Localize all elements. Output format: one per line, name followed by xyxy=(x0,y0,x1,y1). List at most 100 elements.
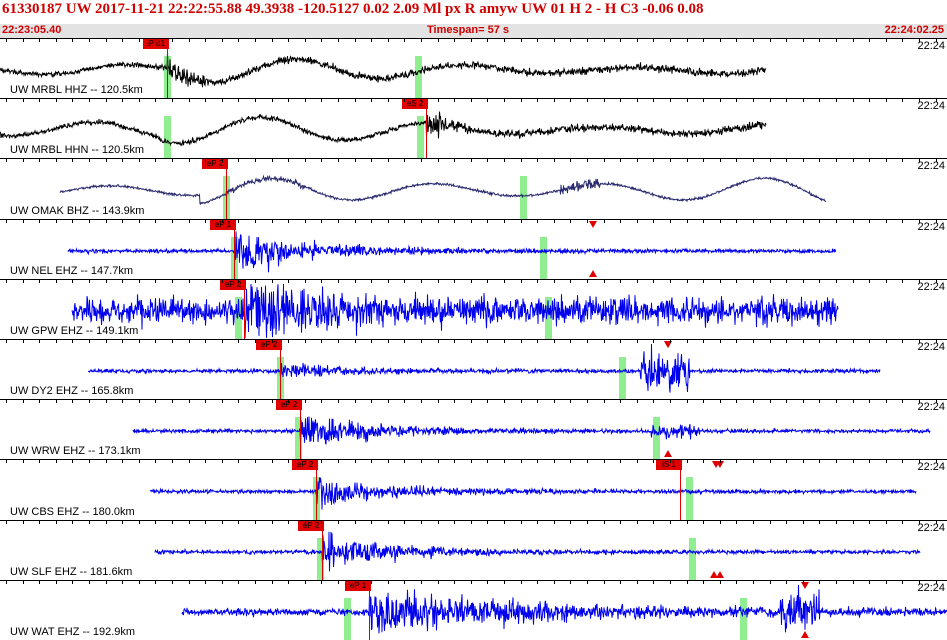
phase-pick-line[interactable] xyxy=(316,460,317,520)
time-tick xyxy=(753,38,754,42)
time-tick xyxy=(653,279,654,283)
time-tick xyxy=(338,339,339,343)
time-tick xyxy=(23,520,24,524)
phase-pick-label[interactable]: iP d1 xyxy=(143,39,169,49)
phase-window-marker xyxy=(164,116,171,158)
amplitude-marker-icon xyxy=(712,461,720,468)
time-tick xyxy=(355,38,356,42)
time-tick xyxy=(355,339,356,343)
time-tick xyxy=(404,219,405,223)
phase-pick-line[interactable] xyxy=(680,460,681,520)
time-tick xyxy=(504,98,505,102)
time-tick xyxy=(72,520,73,524)
trace-time-label: 22:24 xyxy=(917,582,945,594)
time-tick xyxy=(6,459,7,463)
time-tick xyxy=(537,339,538,343)
phase-pick-label[interactable]: eP 2 xyxy=(276,400,302,410)
time-tick xyxy=(936,219,937,223)
time-tick xyxy=(272,580,273,584)
time-tick xyxy=(886,459,887,463)
time-tick xyxy=(238,219,239,223)
phase-pick-line[interactable] xyxy=(322,521,323,580)
phase-pick-label[interactable]: eP 2 xyxy=(202,159,228,169)
phase-pick-label[interactable]: iS 1 xyxy=(656,460,682,470)
time-tick xyxy=(421,459,422,463)
end-time: 22:24:02.25 xyxy=(884,24,944,36)
trace-divider xyxy=(0,219,947,220)
phase-pick-label[interactable]: eP 2 xyxy=(256,340,282,350)
trace-panel[interactable]: eP 1 UW NEL EHZ -- 147.7km 22:24 xyxy=(0,219,947,279)
trace-time-label: 22:24 xyxy=(917,341,945,353)
time-tick xyxy=(770,279,771,283)
time-tick xyxy=(886,38,887,42)
trace-panel[interactable]: eS 2 UW MRBL HHN -- 120.5km 22:24 xyxy=(0,98,947,158)
time-tick xyxy=(321,279,322,283)
time-tick xyxy=(172,98,173,102)
time-tick xyxy=(6,219,7,223)
time-tick xyxy=(819,399,820,403)
time-tick xyxy=(803,520,804,524)
time-tick xyxy=(122,399,123,403)
time-tick xyxy=(205,98,206,102)
time-tick xyxy=(72,219,73,223)
trace-time-label: 22:24 xyxy=(917,100,945,112)
phase-window-marker xyxy=(235,297,242,339)
time-tick xyxy=(404,459,405,463)
trace-time-label: 22:24 xyxy=(917,522,945,534)
trace-panel[interactable]: eP 2 UW OMAK BHZ -- 143.9km 22:24 xyxy=(0,158,947,219)
trace-divider xyxy=(0,339,947,340)
time-tick xyxy=(288,520,289,524)
time-tick xyxy=(72,580,73,584)
time-tick xyxy=(786,279,787,283)
time-tick xyxy=(504,219,505,223)
time-tick xyxy=(853,520,854,524)
time-tick xyxy=(936,580,937,584)
time-tick xyxy=(222,580,223,584)
phase-pick-line[interactable] xyxy=(234,220,235,279)
time-tick xyxy=(72,98,73,102)
trace-panel[interactable]: eP 1 UW WAT EHZ -- 192.9km 22:24 xyxy=(0,580,947,640)
waveform xyxy=(88,343,881,393)
trace-panel[interactable]: iP d1 UW MRBL HHZ -- 120.5km 22:24 xyxy=(0,38,947,98)
phase-pick-line[interactable] xyxy=(280,340,281,399)
phase-pick-line[interactable] xyxy=(244,280,245,339)
trace-panel[interactable]: eP 2 UW SLF EHZ -- 181.6km 22:24 xyxy=(0,520,947,580)
phase-pick-line[interactable] xyxy=(226,159,227,219)
trace-panel[interactable]: eP 2 UW WRW EHZ -- 173.1km 22:24 xyxy=(0,399,947,459)
time-tick xyxy=(703,279,704,283)
phase-pick-label[interactable]: eP 1 xyxy=(345,581,371,591)
time-tick xyxy=(355,158,356,162)
time-tick xyxy=(454,580,455,584)
time-tick xyxy=(902,279,903,283)
phase-pick-label[interactable]: eP 2 xyxy=(298,521,324,531)
time-tick xyxy=(122,339,123,343)
phase-pick-label[interactable]: eP 1 xyxy=(210,220,236,230)
time-tick xyxy=(803,38,804,42)
time-tick xyxy=(637,399,638,403)
phase-pick-label[interactable]: eP 2 xyxy=(292,460,318,470)
time-tick xyxy=(620,520,621,524)
phase-pick-label[interactable]: eS 2 xyxy=(402,99,428,109)
phase-pick-line[interactable] xyxy=(167,39,168,98)
phase-pick-line[interactable] xyxy=(426,99,427,158)
time-tick xyxy=(853,279,854,283)
time-tick xyxy=(56,580,57,584)
trace-panel[interactable]: eP 2 UW GPW EHZ -- 149.1km 22:24 xyxy=(0,279,947,339)
time-tick xyxy=(288,279,289,283)
time-tick xyxy=(736,38,737,42)
phase-pick-line[interactable] xyxy=(300,400,301,459)
phase-pick-line[interactable] xyxy=(369,581,370,640)
time-tick xyxy=(936,158,937,162)
time-tick xyxy=(404,399,405,403)
time-tick xyxy=(89,580,90,584)
trace-panel[interactable]: eP 2 UW DY2 EHZ -- 165.8km 22:24 xyxy=(0,339,947,399)
time-tick xyxy=(371,520,372,524)
time-tick xyxy=(753,279,754,283)
time-tick xyxy=(620,399,621,403)
time-tick xyxy=(355,520,356,524)
time-tick xyxy=(554,158,555,162)
time-tick xyxy=(106,580,107,584)
time-tick xyxy=(670,339,671,343)
phase-pick-label[interactable]: eP 2 xyxy=(220,280,246,290)
trace-panel[interactable]: eP 2 iS 1 UW CBS EHZ -- 180.0km 22:24 xyxy=(0,459,947,520)
